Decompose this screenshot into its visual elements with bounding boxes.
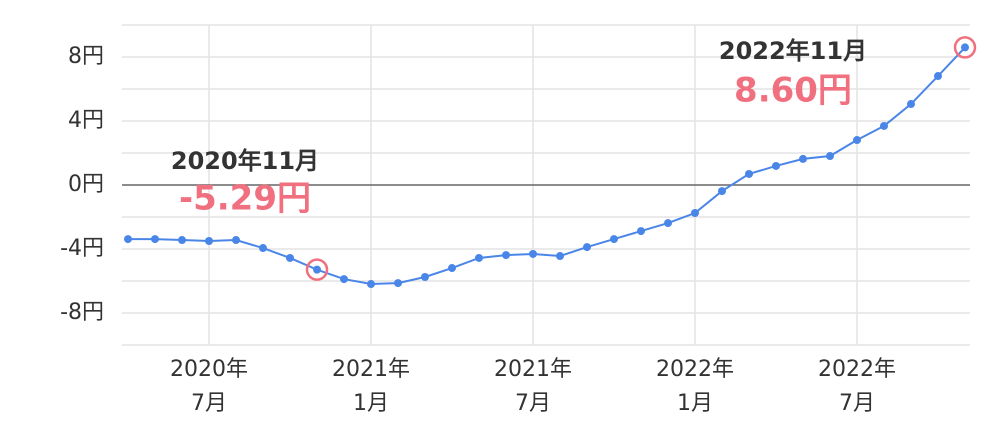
data-point [205, 237, 213, 245]
data-point [772, 161, 780, 170]
data-point [961, 43, 969, 52]
x-tick-label: 2021年 1月 [332, 357, 410, 416]
x-tick-label: 2022年 7月 [818, 357, 896, 416]
data-point [880, 121, 888, 130]
data-point [286, 253, 294, 262]
data-point [448, 264, 456, 273]
highlight-ring [305, 258, 329, 281]
y-tick-label: 4円 [68, 108, 104, 133]
y-tick-label: 0円 [68, 172, 104, 197]
data-point [529, 249, 537, 258]
data-point [475, 253, 483, 262]
data-point [259, 244, 267, 253]
y-tick-label: -4円 [60, 236, 104, 261]
data-point [745, 169, 753, 178]
data-point [691, 209, 699, 217]
data-point [583, 243, 591, 252]
data-point [340, 275, 348, 284]
data-point [556, 252, 564, 261]
y-tick-label: -8円 [60, 300, 104, 325]
annotation-date: 2022年11月 [719, 37, 867, 65]
data-point [178, 236, 186, 245]
data-point [853, 136, 861, 145]
data-point [367, 280, 375, 289]
data-point [232, 236, 240, 245]
data-point [124, 235, 132, 244]
data-point [502, 251, 510, 260]
value-label: 8.60円 [734, 71, 852, 111]
data-point [313, 265, 321, 274]
data-point [718, 187, 726, 196]
annotation-date: 2020年11月 [171, 147, 319, 175]
data-point [826, 152, 834, 161]
data-point [151, 235, 159, 244]
data-point [637, 227, 645, 236]
data-point [799, 154, 807, 163]
x-tick-label: 2022年 1月 [656, 357, 734, 416]
series-line [128, 46, 966, 286]
data-point [934, 72, 942, 81]
y-tick-label: 8円 [68, 44, 104, 69]
data-point [907, 100, 915, 109]
value-label: -5.29円 [179, 179, 311, 219]
data-point [421, 273, 429, 281]
data-point [394, 279, 402, 288]
x-tick-label: 2021年 7月 [494, 357, 572, 416]
x-tick-label: 2020年 7月 [170, 357, 248, 416]
data-point [610, 235, 618, 244]
data-point [664, 219, 672, 228]
highlight-ring [953, 36, 977, 59]
